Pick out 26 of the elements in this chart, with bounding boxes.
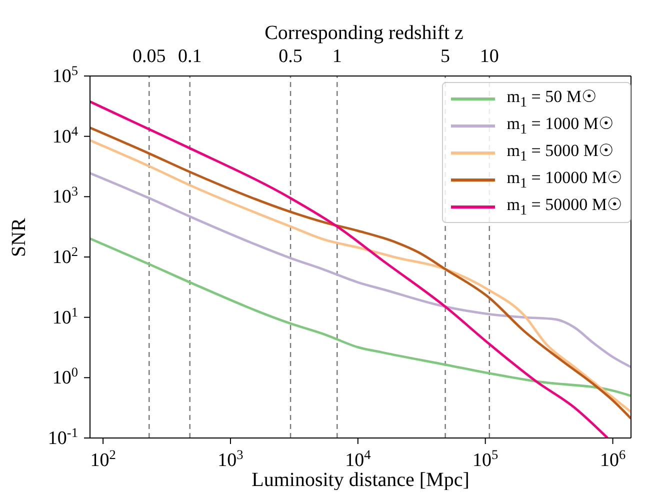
text: 10 <box>480 46 499 67</box>
text: 0.1 <box>178 46 202 67</box>
y-tick-label: 10$^{1}$ <box>52 304 78 328</box>
y-tick-label: 10$^{2}$ <box>52 244 78 268</box>
text: 5 <box>440 46 450 67</box>
y-tick-label: 10$^{0}$ <box>52 364 78 389</box>
x-tick-label: 10$^{4}$ <box>345 446 372 471</box>
legend-label: m$_{1}$ = 5000 M☉ <box>506 140 614 166</box>
legend-label: m$_{1}$ = 1000 M☉ <box>506 112 614 138</box>
y-tick-label: 10$^{4}$ <box>52 122 78 148</box>
y-tick-label: 10$^{-1}$ <box>48 424 78 449</box>
text: 1 <box>332 46 342 67</box>
y-tick-label: 10$^{3}$ <box>52 183 78 208</box>
legend-label: m$_{1}$ = 50 M☉ <box>506 86 596 112</box>
y-tick-label: 10$^{5}$ <box>52 62 78 87</box>
text: 0.05 <box>132 46 166 67</box>
legend-label: m$_{1}$ = 10000 M☉ <box>506 166 622 192</box>
y-axis-title: SNR <box>8 217 30 257</box>
x-tick-label: 10$^{2}$ <box>90 446 116 471</box>
x-axis-title: Luminosity distance [Mpc] <box>252 469 470 491</box>
legend-label: m$_{1}$ = 50000 M☉ <box>506 194 622 220</box>
text: 0.5 <box>278 46 302 67</box>
x-tick-label: 10$^{3}$ <box>218 446 244 471</box>
text: Corresponding redshift z <box>264 22 464 45</box>
x-tick-label: 10$^{6}$ <box>600 446 626 471</box>
x-tick-label: 10$^{5}$ <box>472 446 499 471</box>
